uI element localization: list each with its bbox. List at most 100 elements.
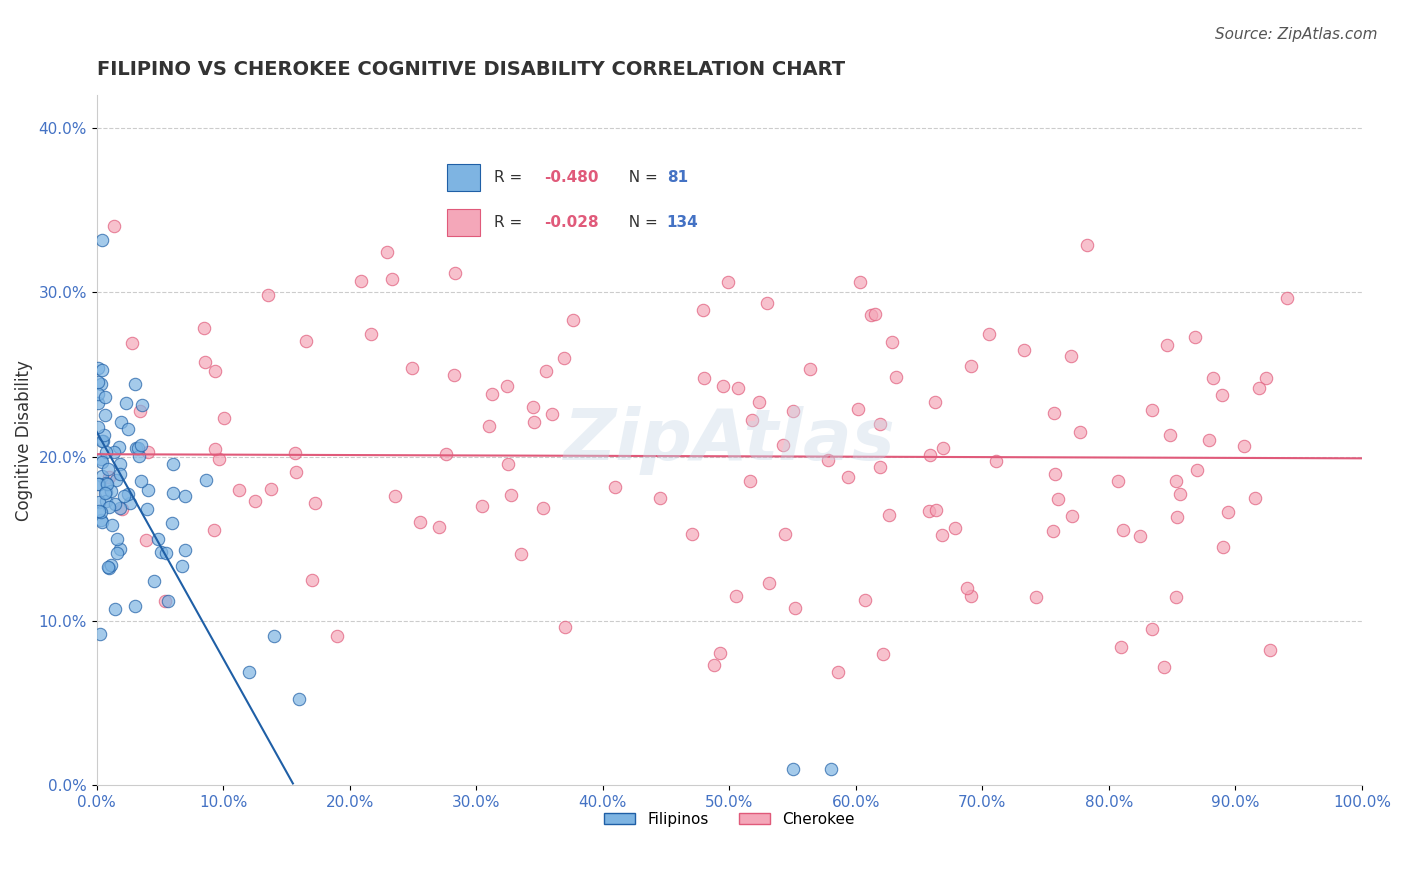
- Point: [146, 532, 169, 546]
- Point: [1168, 487, 1191, 501]
- Point: [170, 558, 193, 573]
- Point: [384, 489, 406, 503]
- Point: [89, 627, 111, 641]
- Point: [153, 593, 176, 607]
- Point: [104, 497, 127, 511]
- Point: [738, 474, 761, 488]
- Point: [443, 368, 465, 383]
- Point: [709, 646, 731, 660]
- Point: [87, 396, 110, 410]
- Y-axis label: Cognitive Disability: Cognitive Disability: [15, 359, 32, 521]
- Point: [108, 440, 131, 454]
- Point: [817, 453, 839, 467]
- Point: [478, 419, 501, 434]
- Point: [360, 327, 382, 342]
- Point: [782, 404, 804, 418]
- Point: [886, 370, 908, 384]
- Point: [1107, 474, 1129, 488]
- Point: [863, 307, 886, 321]
- Point: [827, 665, 849, 680]
- Point: [716, 275, 738, 289]
- Point: [94, 494, 117, 508]
- Point: [91, 363, 114, 377]
- Point: [87, 477, 110, 491]
- Point: [1185, 463, 1208, 477]
- Point: [120, 496, 142, 510]
- Point: [162, 457, 184, 471]
- Point: [204, 442, 226, 457]
- Point: [87, 387, 110, 401]
- Point: [481, 387, 503, 401]
- Point: [918, 504, 941, 518]
- Point: [87, 495, 110, 509]
- Point: [837, 470, 859, 484]
- Point: [110, 501, 132, 516]
- Point: [872, 647, 894, 661]
- Point: [98, 500, 121, 515]
- Point: [195, 473, 218, 487]
- Point: [108, 541, 131, 556]
- Point: [1012, 343, 1035, 358]
- Point: [96, 445, 118, 459]
- Point: [648, 491, 671, 505]
- Point: [531, 501, 554, 516]
- Point: [94, 408, 117, 422]
- Point: [156, 594, 179, 608]
- Point: [208, 452, 231, 467]
- Point: [434, 447, 457, 461]
- Point: [127, 442, 149, 456]
- Point: [773, 527, 796, 541]
- Point: [1258, 643, 1281, 657]
- Point: [1202, 370, 1225, 384]
- Point: [108, 467, 131, 481]
- Point: [101, 517, 124, 532]
- Point: [110, 458, 132, 472]
- Point: [301, 573, 323, 587]
- Point: [155, 546, 177, 560]
- Point: [174, 490, 197, 504]
- Text: Source: ZipAtlas.com: Source: ZipAtlas.com: [1215, 27, 1378, 42]
- Point: [1112, 524, 1135, 538]
- Point: [98, 470, 121, 484]
- Point: [1076, 238, 1098, 252]
- Point: [204, 523, 226, 537]
- Point: [820, 762, 842, 776]
- Point: [799, 362, 821, 376]
- Point: [1046, 491, 1069, 506]
- Point: [100, 484, 122, 499]
- Point: [128, 449, 150, 463]
- Point: [603, 480, 626, 494]
- Point: [956, 581, 979, 595]
- Point: [1184, 330, 1206, 344]
- Point: [256, 288, 278, 302]
- Point: [1216, 504, 1239, 518]
- Point: [97, 560, 120, 574]
- Point: [193, 320, 215, 334]
- Point: [90, 452, 112, 467]
- Point: [91, 469, 114, 483]
- Point: [375, 245, 398, 260]
- Point: [523, 415, 546, 429]
- Point: [112, 489, 135, 503]
- Point: [1140, 622, 1163, 636]
- Point: [554, 620, 576, 634]
- Point: [960, 359, 983, 374]
- Point: [117, 422, 139, 436]
- Point: [214, 411, 236, 425]
- Point: [1164, 590, 1187, 604]
- Point: [115, 396, 138, 410]
- Point: [105, 546, 128, 560]
- Point: [131, 474, 153, 488]
- Point: [522, 401, 544, 415]
- Point: [879, 508, 901, 522]
- Point: [849, 275, 872, 289]
- Point: [294, 334, 316, 348]
- Point: [90, 234, 112, 248]
- Point: [1244, 491, 1267, 506]
- Point: [87, 419, 110, 434]
- Point: [783, 601, 806, 615]
- Point: [943, 521, 966, 535]
- Point: [1069, 425, 1091, 440]
- Point: [681, 527, 703, 541]
- Point: [1025, 590, 1047, 604]
